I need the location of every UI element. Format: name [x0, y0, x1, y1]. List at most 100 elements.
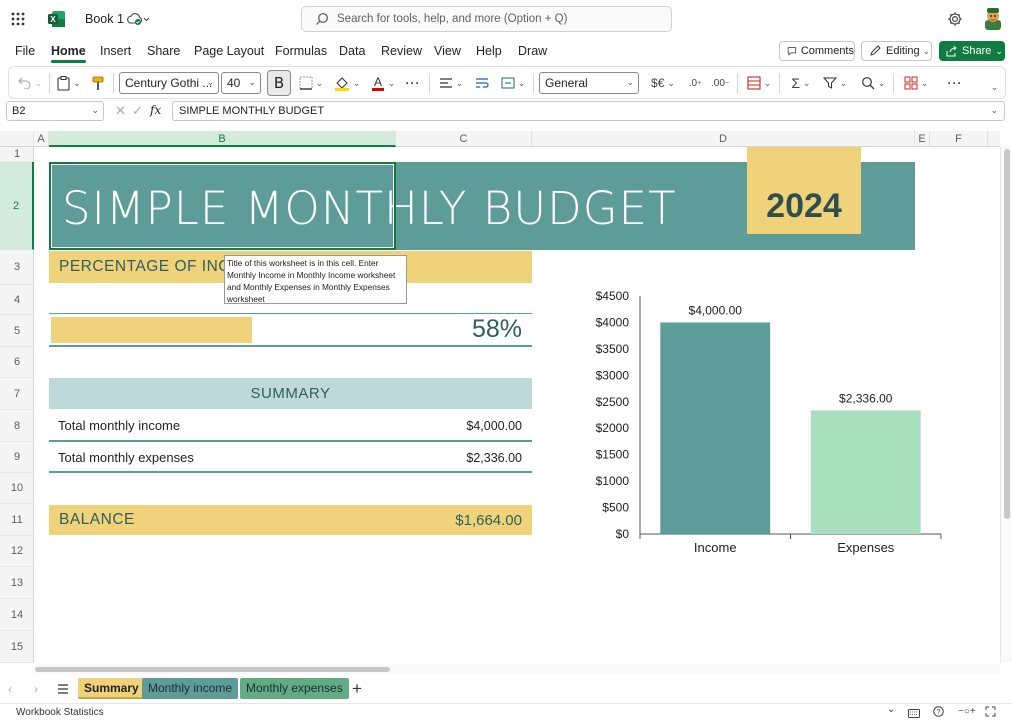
tab-view[interactable]: View	[434, 44, 461, 58]
zoom-icon[interactable]: −○+	[958, 706, 976, 717]
app-launcher-icon[interactable]	[11, 12, 25, 26]
wrap-text-icon[interactable]	[473, 73, 491, 93]
row-header[interactable]: 6	[0, 347, 34, 378]
expenses-label[interactable]: Total monthly expenses	[58, 450, 194, 465]
font-color-icon[interactable]: A ⌄	[371, 75, 396, 91]
confirm-edit-icon[interactable]: ✓	[132, 103, 143, 118]
row-header[interactable]: 1	[0, 147, 34, 162]
status-chevron-icon[interactable]: ⌄	[887, 704, 896, 715]
vertical-scroll-thumb[interactable]	[1004, 149, 1010, 519]
fill-color-icon[interactable]: ⌄	[333, 73, 361, 93]
increase-decimal-icon[interactable]: .0 +	[688, 77, 702, 89]
tab-page-layout[interactable]: Page Layout	[194, 44, 265, 58]
align-icon[interactable]: ⌄	[437, 73, 465, 93]
balance-value[interactable]: $1,664.00	[455, 512, 522, 529]
decrease-decimal-icon[interactable]: .00−	[711, 77, 729, 89]
selected-cell-b2[interactable]	[49, 162, 396, 250]
tab-data[interactable]: Data	[339, 44, 366, 58]
workbook-statistics[interactable]: Workbook Statistics	[16, 707, 104, 718]
font-size-dropdown[interactable]: 40 ⌄	[221, 72, 261, 94]
income-label[interactable]: Total monthly income	[58, 418, 181, 433]
autosum-icon[interactable]: Σ ⌄	[791, 75, 811, 91]
percentage-value[interactable]: 58%	[471, 315, 522, 343]
paste-icon[interactable]: ⌄	[55, 73, 83, 93]
row-header[interactable]: 4	[0, 285, 34, 315]
cancel-edit-icon[interactable]: ✕	[115, 103, 126, 118]
income-value[interactable]: $4,000.00	[466, 419, 522, 433]
sheet-title[interactable]: SIMPLE MONTHLY BUDGET	[62, 182, 677, 235]
merge-cells-icon[interactable]: ⌄	[499, 73, 527, 93]
editing-mode-button[interactable]: Editing ⌄	[861, 41, 932, 61]
horizontal-scrollbar[interactable]	[35, 664, 1000, 674]
balance-label[interactable]: BALANCE	[59, 511, 135, 528]
row-header[interactable]: 11	[0, 504, 34, 536]
bold-button[interactable]: B	[267, 70, 291, 96]
name-box[interactable]: B2 ⌄	[6, 101, 104, 121]
font-name-dropdown[interactable]: Century Gothi ... ⌄	[119, 72, 219, 94]
row-header[interactable]: 3	[0, 250, 34, 285]
all-sheets-menu-icon[interactable]	[57, 683, 69, 697]
format-painter-icon[interactable]	[89, 73, 107, 93]
search-box[interactable]: Search for tools, help, and more (Option…	[301, 6, 672, 32]
conditional-format-icon[interactable]: ⌄	[745, 73, 773, 93]
more-options-icon[interactable]: ···	[947, 76, 963, 90]
horizontal-scroll-thumb[interactable]	[35, 667, 390, 672]
fullscreen-icon[interactable]	[985, 706, 996, 720]
keyboard-icon[interactable]	[908, 707, 920, 721]
add-sheet-icon[interactable]: +	[352, 679, 362, 698]
row-header[interactable]: 10	[0, 473, 34, 504]
add-ins-icon[interactable]: ⌄	[901, 73, 931, 93]
tab-insert[interactable]: Insert	[100, 44, 132, 58]
settings-gear-icon[interactable]	[947, 11, 963, 30]
help-icon[interactable]: ?	[933, 706, 944, 720]
tab-help[interactable]: Help	[476, 44, 502, 58]
tab-formulas[interactable]: Formulas	[275, 44, 328, 58]
tab-draw[interactable]: Draw	[518, 44, 548, 58]
cloud-saved-icon[interactable]	[126, 12, 150, 29]
ribbon-expand-icon[interactable]: ⌄	[990, 81, 999, 92]
column-header-c[interactable]: C	[396, 131, 532, 147]
document-title[interactable]: Book 1	[85, 12, 124, 26]
find-icon[interactable]: ⌄	[859, 73, 887, 93]
column-header-f[interactable]: F	[930, 131, 988, 147]
tab-home[interactable]: Home	[51, 44, 86, 63]
row-header[interactable]: 15	[0, 631, 34, 663]
column-header-d[interactable]: D	[532, 131, 915, 147]
sheet-tab-summary[interactable]: Summary	[78, 678, 145, 699]
tab-scroll-right-icon[interactable]: ›	[34, 682, 38, 696]
column-header-e[interactable]: E	[915, 131, 930, 147]
worksheet-grid[interactable]: SIMPLE MONTHLY BUDGET 2024 PERCENTAGE OF…	[35, 147, 1000, 663]
more-font-options-icon[interactable]: ···	[405, 76, 421, 90]
column-header-a[interactable]: A	[34, 131, 49, 147]
row-header[interactable]: 14	[0, 599, 34, 631]
column-header-b[interactable]: B	[49, 131, 396, 147]
borders-icon[interactable]: ⌄	[297, 73, 325, 93]
select-all-corner[interactable]	[0, 131, 34, 147]
tab-file[interactable]: File	[15, 44, 36, 58]
income-expenses-chart[interactable]: $0 $500 $1000 $1500 $2000 $2500 $3000 $3500 $400…	[550, 285, 950, 565]
tab-review[interactable]: Review	[381, 44, 422, 58]
expenses-value[interactable]: $2,336.00	[466, 451, 522, 465]
sheet-tab-monthly-income[interactable]: Monthly income	[142, 678, 239, 699]
row-header[interactable]: 2	[0, 162, 34, 250]
formula-input[interactable]: SIMPLE MONTHLY BUDGET ⌄	[172, 101, 1005, 121]
vertical-scrollbar[interactable]	[1000, 147, 1012, 663]
summary-header[interactable]: SUMMARY	[250, 385, 331, 402]
row-header[interactable]: 8	[0, 410, 34, 442]
sort-filter-icon[interactable]: ⌄	[821, 73, 849, 93]
row-header[interactable]: 13	[0, 567, 34, 599]
row-header[interactable]: 9	[0, 442, 34, 473]
comments-button[interactable]: Comments	[779, 41, 855, 61]
share-button[interactable]: Share ⌄	[939, 41, 1005, 61]
tab-scroll-left-icon[interactable]: ‹	[8, 682, 12, 696]
user-avatar[interactable]	[982, 7, 1004, 31]
row-header[interactable]: 7	[0, 378, 34, 410]
row-header[interactable]: 12	[0, 536, 34, 567]
currency-format-icon[interactable]: $€ ⌄	[651, 76, 675, 90]
tab-share[interactable]: Share	[147, 44, 181, 58]
function-icon[interactable]: fx	[150, 103, 162, 117]
sheet-tab-monthly-expenses[interactable]: Monthly expenses	[240, 678, 349, 699]
row-header[interactable]: 5	[0, 315, 34, 347]
number-format-dropdown[interactable]: General ⌄	[539, 72, 639, 94]
undo-icon[interactable]: ⌄	[17, 73, 43, 93]
